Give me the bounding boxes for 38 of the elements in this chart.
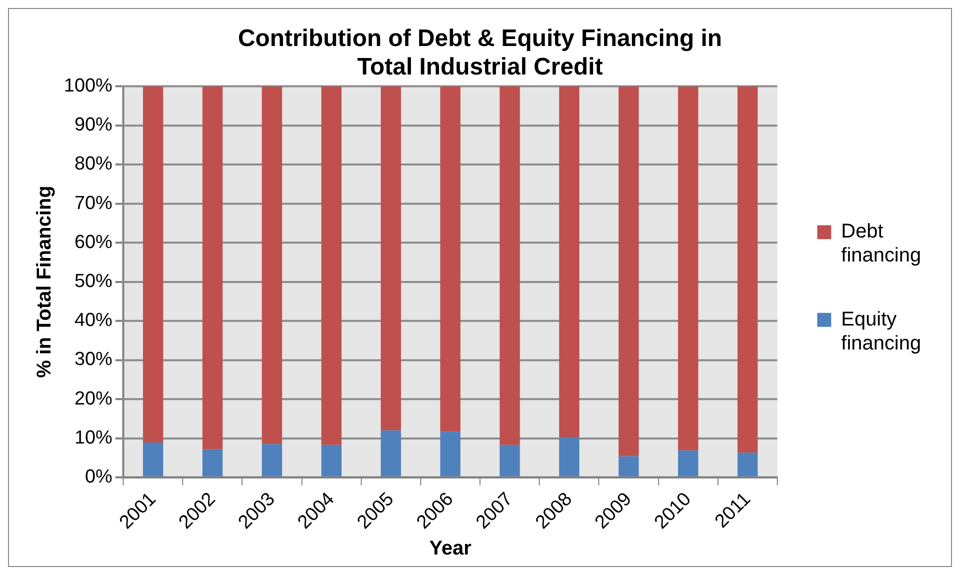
bar [380, 86, 401, 430]
y-tick-label: 70% [74, 192, 113, 214]
bar [737, 452, 758, 476]
bar [380, 430, 401, 476]
bar [321, 86, 342, 445]
bar [500, 444, 520, 476]
legend-label: Equity financing [841, 308, 922, 354]
bar [202, 449, 223, 476]
y-tick-label: 100% [64, 76, 113, 97]
y-axis-title: % in Total Financing [33, 186, 56, 378]
bar [202, 86, 223, 450]
y-tick-label: 30% [74, 349, 113, 370]
y-tick-label: 60% [74, 232, 113, 253]
bar [262, 86, 282, 444]
bar [678, 450, 698, 476]
legend-label: Debt financing [841, 220, 922, 267]
bar [321, 444, 342, 476]
y-tick-label: 20% [74, 388, 113, 410]
bar [500, 86, 520, 445]
chart-title: Contribution of Debt & Equity Financing in Total Industrial Credit [238, 24, 722, 81]
bar [678, 86, 698, 450]
y-tick-label: 40% [74, 310, 113, 332]
bar [618, 86, 639, 456]
bar [440, 432, 460, 476]
bar [440, 86, 460, 432]
bar [142, 442, 164, 476]
y-tick-label: 0% [84, 466, 113, 488]
y-tick-label: 10% [74, 427, 113, 448]
bar [142, 86, 164, 443]
bar [559, 86, 580, 438]
y-tick-label: 80% [74, 154, 113, 175]
bar [618, 456, 639, 476]
x-axis-title: Year [429, 538, 472, 560]
bar [559, 437, 580, 476]
y-tick-label: 50% [74, 271, 113, 292]
y-tick-label: 90% [74, 114, 113, 136]
bar [737, 86, 758, 453]
bar [262, 444, 282, 476]
